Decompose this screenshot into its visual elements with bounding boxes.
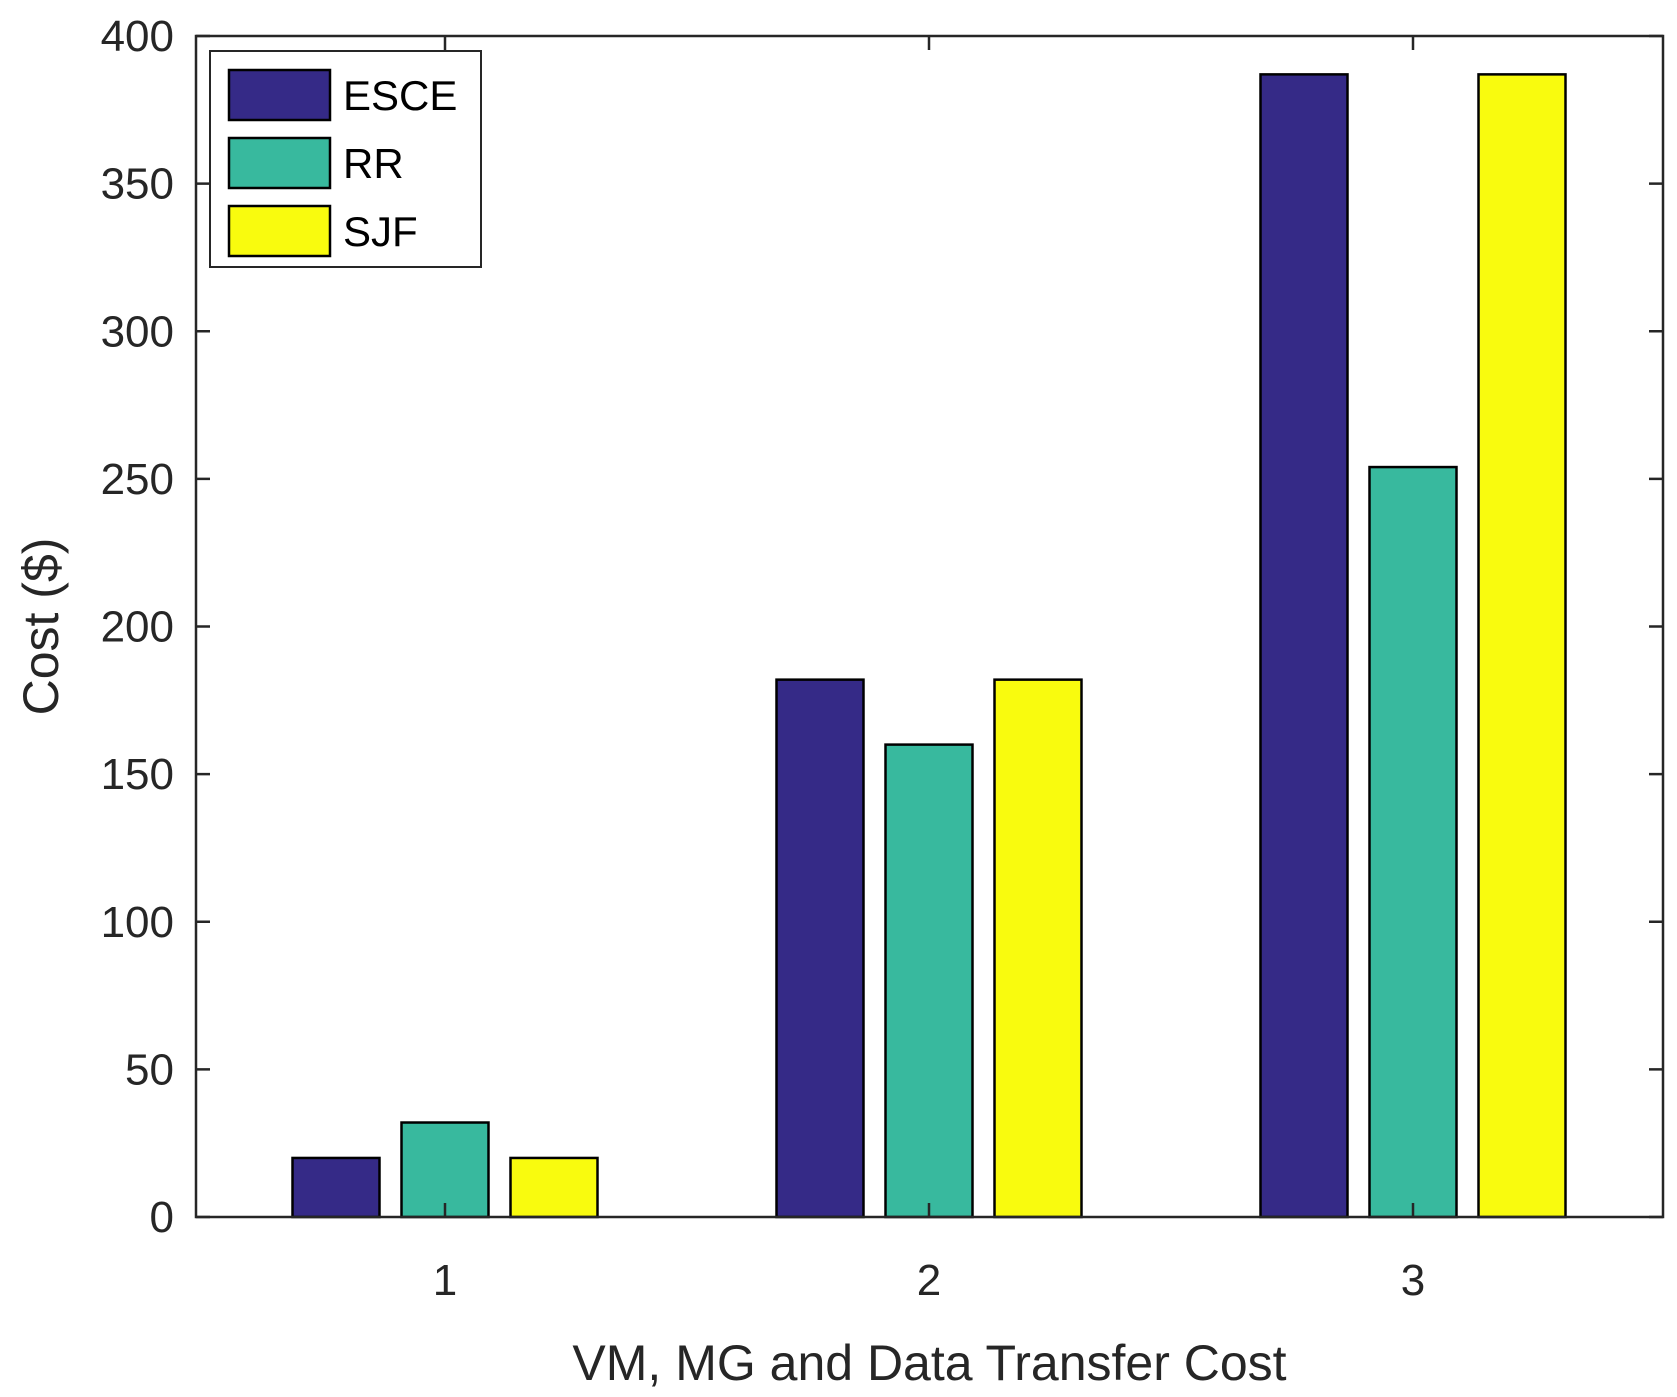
y-tick-label: 50: [125, 1045, 174, 1094]
legend-label-sjf: SJF: [343, 208, 418, 255]
bar-rr-2: [884, 743, 974, 1219]
legend: ESCE RR SJF: [209, 50, 482, 268]
x-axis-title: VM, MG and Data Transfer Cost: [572, 1335, 1286, 1391]
bar-esce-3: [1259, 73, 1349, 1219]
y-tick-label: 400: [101, 12, 174, 61]
y-tick-label: 350: [101, 160, 174, 209]
legend-label-esce: ESCE: [343, 72, 457, 119]
bar-esce-2: [775, 678, 865, 1219]
y-tick-label: 250: [101, 455, 174, 504]
legend-swatch-sjf: [227, 204, 332, 258]
bar-rr-1: [400, 1121, 490, 1219]
x-tick-label: 1: [433, 1256, 457, 1305]
y-tick-label: 200: [101, 603, 174, 652]
ticks-layer: 0 50 100 150 200 250 300 350 400 1 2 3: [101, 12, 1663, 1305]
y-tick-label: 150: [101, 750, 174, 799]
bar-rr-3: [1368, 465, 1458, 1219]
y-axis-title: Cost ($): [13, 538, 69, 716]
bar-sjf-2: [993, 678, 1083, 1219]
legend-swatch-esce: [227, 68, 332, 122]
y-tick-label: 100: [101, 898, 174, 947]
bar-sjf-3: [1477, 73, 1567, 1219]
legend-swatch-rr: [227, 136, 332, 190]
x-tick-label: 3: [1401, 1256, 1425, 1305]
bar-sjf-1: [509, 1156, 599, 1219]
x-tick-label: 2: [917, 1256, 941, 1305]
bars-layer: [291, 73, 1567, 1219]
y-tick-label: 0: [150, 1193, 174, 1242]
legend-label-rr: RR: [343, 140, 404, 187]
bar-esce-1: [291, 1156, 381, 1219]
y-tick-label: 300: [101, 307, 174, 356]
